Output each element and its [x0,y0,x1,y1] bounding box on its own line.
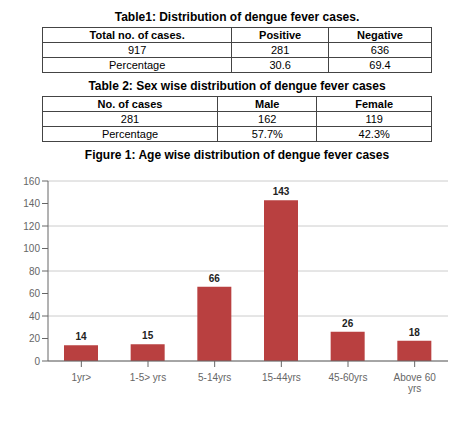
svg-text:15: 15 [142,330,154,341]
svg-text:143: 143 [273,186,290,197]
svg-text:14: 14 [75,331,87,342]
svg-text:80: 80 [29,266,41,277]
svg-text:1-5> yrs: 1-5> yrs [130,372,166,383]
svg-text:40: 40 [29,311,41,322]
html-text:Female: Female [355,98,394,110]
svg-text:100: 100 [23,243,40,254]
html-text:No. of cases: No. of cases [97,98,163,110]
html-text:636: 636 [370,44,390,56]
html-text:Percentage: Percentage [101,128,159,140]
svg-text:160: 160 [23,176,40,187]
svg-text:140: 140 [23,198,40,209]
html-text:917: 917 [128,44,147,56]
svg-text:120: 120 [23,221,40,232]
svg-text:Above 60yrs: Above 60yrs [394,372,437,394]
svg-text:5-14yrs: 5-14yrs [198,372,231,383]
svg-text:20: 20 [29,333,41,344]
html-text:Negative: Negative [357,29,403,41]
svg-text:66: 66 [209,273,221,284]
svg-text:18: 18 [409,327,421,338]
html-text:Positive: Positive [259,29,302,41]
html-text:Table 2: Sex wise distribution: Table 2: Sex wise distribution of dengue… [88,79,386,93]
html-text:Table1: Distribution of dengue: Table1: Distribution of dengue fever cas… [114,10,360,24]
html-text:281: 281 [271,44,290,56]
html-text:42.3%: 42.3% [358,128,390,140]
html-text:57.7%: 57.7% [251,128,283,140]
svg-text:45-60yrs: 45-60yrs [329,372,368,383]
svg-text:26: 26 [342,318,354,329]
svg-text:60: 60 [29,288,41,299]
html-text:119: 119 [365,113,383,125]
html-text:Figure 1: Age wise distributio: Figure 1: Age wise distribution of dengu… [84,148,390,162]
svg-text:15-44yrs: 15-44yrs [262,372,301,383]
html-text:69.4: 69.4 [369,59,391,71]
html-text:Total no. of cases.: Total no. of cases. [89,29,185,41]
html-text:Male: Male [255,98,280,110]
svg-text:0: 0 [34,356,40,367]
html-text:Percentage: Percentage [109,59,166,71]
html-text:162: 162 [258,113,277,125]
svg-text:1yr>: 1yr> [71,372,91,383]
html-text:281: 281 [120,113,140,125]
html-text:30.6: 30.6 [269,59,291,71]
